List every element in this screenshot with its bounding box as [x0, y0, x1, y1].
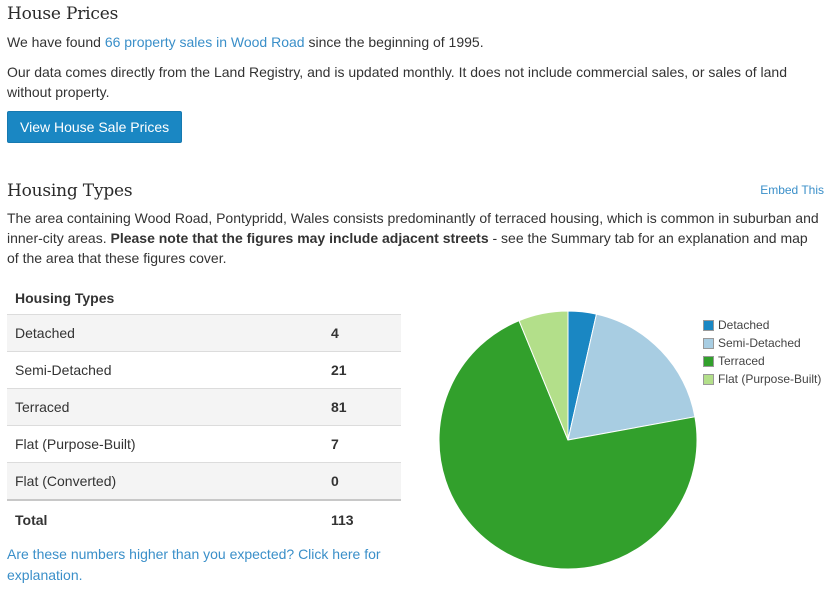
legend-label: Flat (Purpose-Built) [718, 372, 822, 386]
table-row: Flat (Purpose-Built) 7 [7, 425, 401, 463]
table-row: Flat (Converted) 0 [7, 462, 401, 500]
row-label: Flat (Converted) [7, 462, 323, 500]
house-prices-title: House Prices [7, 4, 119, 24]
table-row: Terraced 81 [7, 388, 401, 426]
pie-slice-semi-detached [567, 313, 696, 441]
intro-text-after: since the beginning of 1995. [304, 34, 484, 50]
row-value: 7 [323, 425, 401, 463]
legend-swatch [703, 373, 714, 385]
legend-label: Terraced [718, 354, 765, 368]
land-registry-note: Our data comes directly from the Land Re… [7, 64, 787, 100]
row-value: 4 [323, 314, 401, 352]
row-value: 21 [323, 351, 401, 389]
total-value: 113 [323, 499, 401, 539]
numbers-explanation-link[interactable]: Are these numbers higher than you expect… [7, 546, 381, 583]
table-row: Detached 4 [7, 314, 401, 352]
view-house-sale-prices-button[interactable]: View House Sale Prices [7, 111, 183, 143]
housing-types-pie-chart [438, 310, 698, 570]
housing-types-table: Housing Types Detached 4 Semi-Detached 2… [7, 281, 401, 539]
housing-types-description: The area containing Wood Road, Pontyprid… [7, 208, 823, 268]
row-value: 81 [323, 388, 401, 426]
legend-item: Terraced [703, 352, 821, 370]
embed-this-link[interactable]: Embed This [760, 183, 824, 197]
legend-item: Semi-Detached [703, 334, 821, 352]
legend-item: Flat (Purpose-Built) [703, 370, 821, 388]
pie-slice-flat-purpose-built [518, 310, 569, 441]
chart-legend: Detached Semi-Detached Terraced Flat (Pu… [703, 316, 821, 388]
total-label: Total [7, 499, 323, 539]
description-start: The area containing Wood Road, Pontyprid… [7, 210, 819, 246]
housing-types-title: Housing Types [7, 181, 133, 201]
row-value: 0 [323, 462, 401, 500]
property-sales-link[interactable]: 66 property sales in Wood Road [104, 34, 305, 50]
pie-slice-terraced [438, 319, 698, 570]
table-total-row: Total 113 [7, 499, 401, 539]
legend-swatch [703, 337, 714, 349]
adjacent-streets-note: Please note that the figures may include… [110, 230, 489, 246]
legend-label: Semi-Detached [718, 336, 801, 350]
house-prices-intro: We have found 66 property sales in Wood … [7, 32, 823, 52]
legend-swatch [703, 355, 714, 367]
table-header: Housing Types [15, 289, 115, 306]
table-row: Semi-Detached 21 [7, 351, 401, 389]
row-label: Flat (Purpose-Built) [7, 425, 323, 463]
description-end: - see the Summary tab for an explanation… [7, 230, 808, 266]
row-label: Detached [7, 314, 323, 352]
legend-item: Detached [703, 316, 821, 334]
row-label: Terraced [7, 388, 323, 426]
legend-label: Detached [718, 318, 770, 332]
intro-text-before: We have found [7, 34, 105, 50]
row-label: Semi-Detached [7, 351, 323, 389]
legend-swatch [703, 319, 714, 331]
